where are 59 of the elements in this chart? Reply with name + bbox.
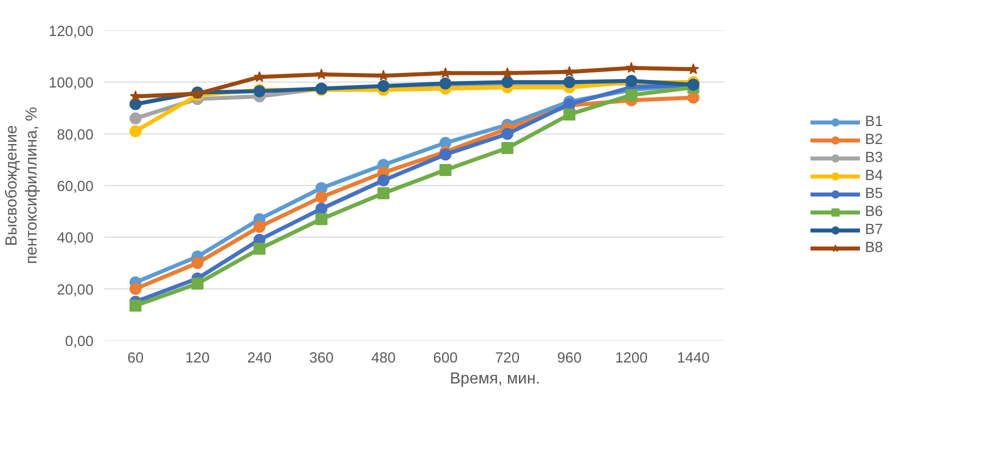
x-tick-label: 720 [495, 350, 520, 366]
x-axis-title: Время, мин. [450, 370, 540, 388]
legend-label: В7 [865, 221, 884, 239]
y-tick-label: 100,00 [48, 76, 94, 92]
point [502, 67, 514, 78]
x-tick-label: 60 [127, 350, 144, 366]
legend-label: В5 [865, 185, 884, 203]
point [501, 142, 514, 154]
y-tick-label: 0,00 [64, 334, 94, 350]
point [377, 174, 390, 186]
point [378, 70, 390, 81]
point [129, 112, 142, 124]
point [501, 128, 514, 140]
point [129, 125, 142, 138]
point [191, 278, 204, 290]
x-tick-label: 600 [433, 350, 458, 366]
y-tick-label: 20,00 [56, 282, 94, 298]
point [439, 164, 452, 176]
point [563, 108, 576, 120]
point [130, 90, 142, 102]
point [564, 66, 576, 77]
point [315, 202, 328, 215]
y-tick-label: 40,00 [56, 230, 94, 247]
point [315, 191, 328, 204]
point [625, 89, 638, 102]
point [377, 80, 390, 92]
point [439, 148, 452, 160]
point [316, 68, 328, 80]
point [440, 67, 452, 78]
point [191, 257, 204, 269]
legend-label: В3 [865, 149, 884, 167]
x-tick-label: 360 [309, 350, 334, 366]
legend-label: В4 [865, 167, 884, 185]
point [501, 76, 514, 88]
x-tick-label: 480 [371, 350, 396, 366]
y-tick-label: 80,00 [56, 127, 94, 144]
y-tick-label: 120,00 [48, 24, 94, 40]
point [253, 242, 266, 255]
point [315, 213, 328, 226]
point [626, 62, 638, 73]
point [687, 92, 700, 104]
x-tick-label: 1440 [677, 350, 710, 366]
x-tick-label: 120 [185, 350, 210, 366]
point [253, 220, 266, 233]
point [254, 71, 266, 82]
y-tick-label: 60,00 [56, 179, 94, 195]
point [377, 187, 390, 200]
legend-label: В6 [865, 203, 884, 221]
legend-label: В1 [865, 113, 884, 131]
legend-label: В8 [865, 239, 884, 257]
x-tick-label: 1200 [615, 350, 648, 366]
x-tick-label: 240 [247, 350, 272, 366]
point [439, 77, 452, 90]
point [688, 63, 700, 74]
point [129, 300, 142, 312]
y-axis-title: Высвобождение пентоксифиллина, % [3, 106, 41, 264]
x-tick-label: 960 [557, 350, 582, 366]
legend-label: В2 [865, 131, 884, 149]
point [129, 282, 142, 295]
